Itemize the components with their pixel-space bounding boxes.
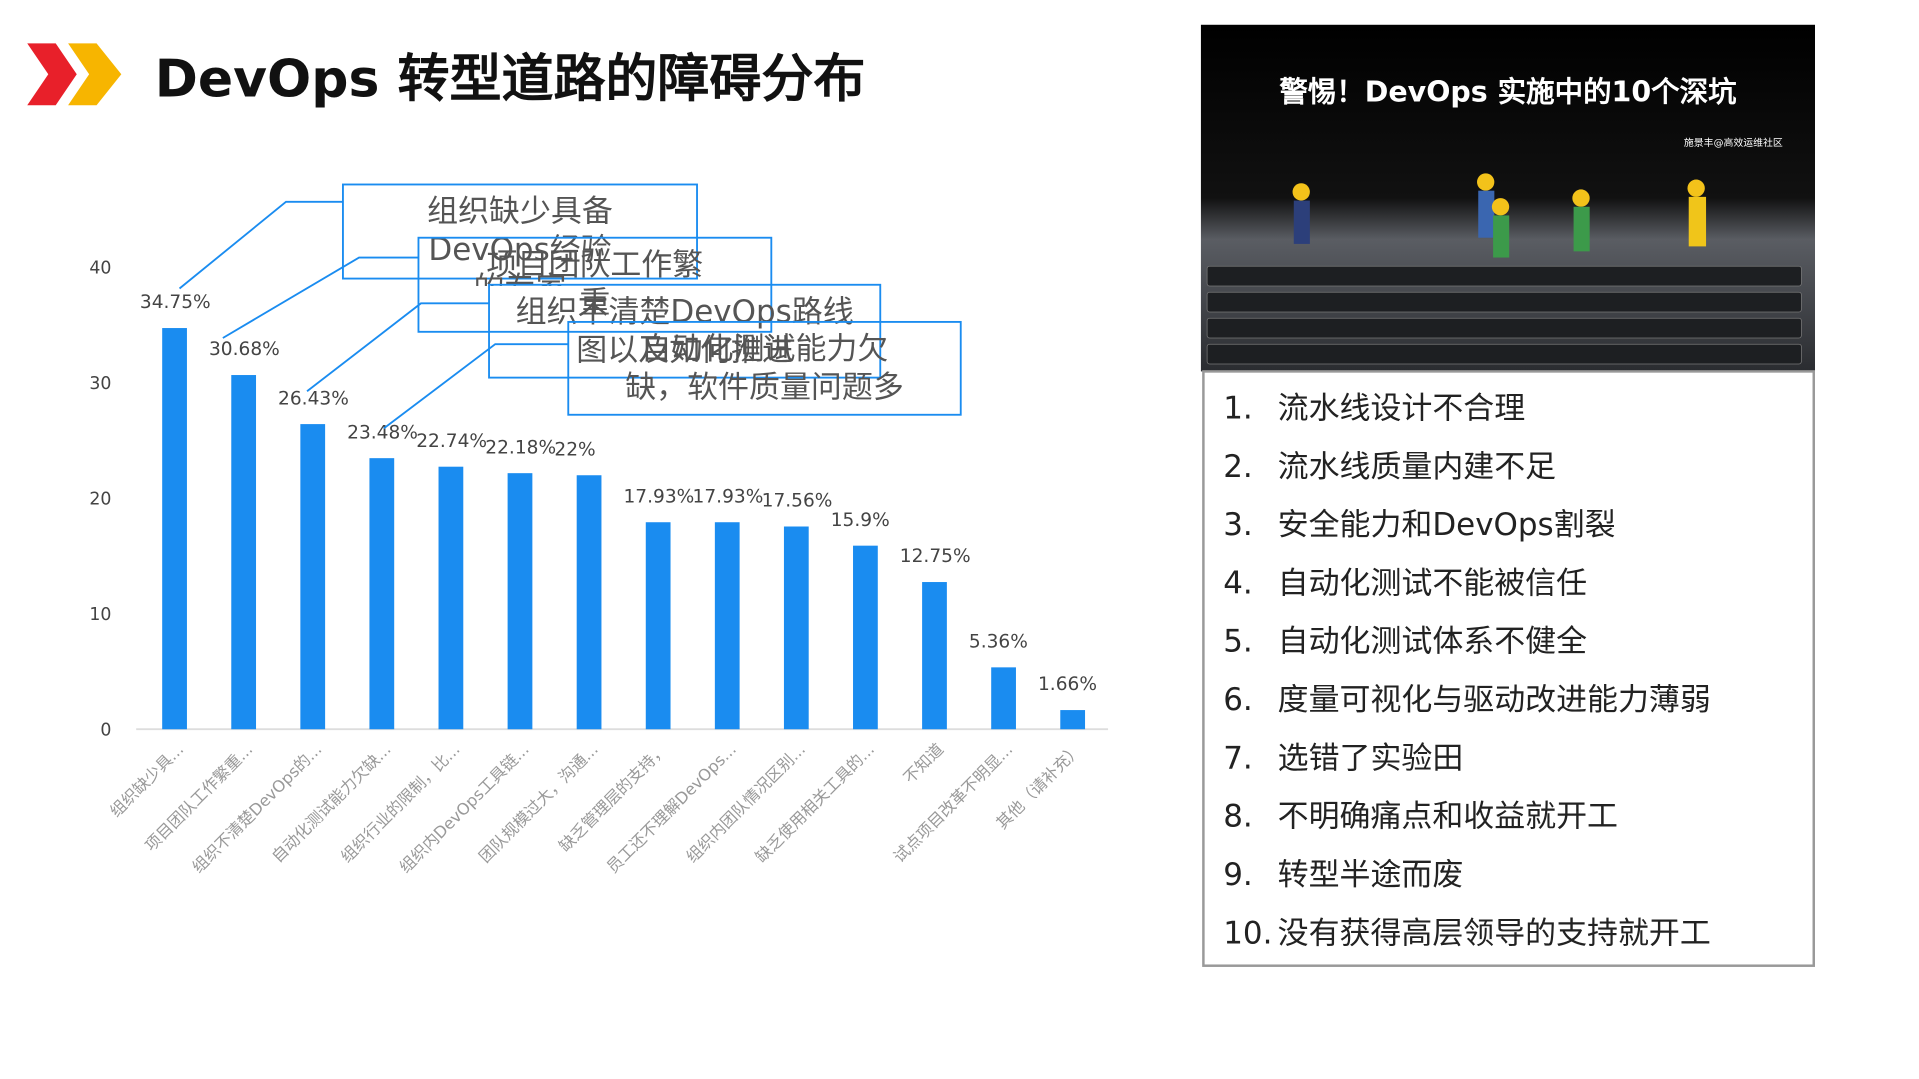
value-label: 22% <box>554 439 595 460</box>
list-number: 2. <box>1223 449 1253 485</box>
value-label: 5.36% <box>969 632 1028 653</box>
callout: 项目团队工作繁重 <box>486 246 704 321</box>
value-label: 34.75% <box>140 292 211 313</box>
list-text: 自动化测试体系不健全 <box>1278 624 1587 660</box>
list-text: 不明确痛点和收益就开工 <box>1278 799 1618 835</box>
value-label: 26.43% <box>278 388 349 409</box>
list-text: 转型半途而废 <box>1278 857 1464 893</box>
x-tick-label: 组织行业的限制，比... <box>337 740 464 867</box>
value-label: 17.93% <box>623 486 694 507</box>
bar <box>991 667 1016 730</box>
callout-line <box>178 200 343 290</box>
list-number: 7. <box>1223 740 1253 776</box>
value-label: 17.93% <box>693 486 764 507</box>
y-tick-label: 10 <box>89 605 111 625</box>
list-number: 6. <box>1223 682 1253 718</box>
list-number: 8. <box>1223 799 1253 835</box>
list-text: 度量可视化与驱动改进能力薄弱 <box>1278 682 1711 718</box>
list-number: 4. <box>1223 565 1253 601</box>
bar <box>922 582 947 730</box>
callout: 组织不清楚DevOps路线图以及如何推进 <box>515 293 854 368</box>
logo-chevron-red <box>27 43 77 106</box>
bar <box>231 375 257 730</box>
y-tick-label: 0 <box>100 720 111 740</box>
bar <box>162 328 187 730</box>
list-text: 自动化测试不能被信任 <box>1278 565 1587 601</box>
bar <box>853 545 878 730</box>
callout-box <box>567 320 962 416</box>
callout-text: 组织不清楚DevOps路线图以及如何推进 <box>515 293 854 368</box>
callout-text: 自动化测试能力欠缺，软件质量问题多 <box>625 330 904 405</box>
callout: 自动化测试能力欠缺，软件质量问题多 <box>625 330 904 405</box>
callout-box <box>342 183 698 280</box>
list-text: 安全能力和DevOps割裂 <box>1278 507 1616 543</box>
bar <box>1060 710 1086 730</box>
x-tick-label: 不知道 <box>900 740 948 788</box>
value-label: 22.74% <box>416 431 487 452</box>
x-tick-label: 组织内DevOps工具链... <box>396 740 533 877</box>
y-tick-label: 20 <box>89 490 111 510</box>
list-text: 流水线设计不合理 <box>1278 390 1526 426</box>
value-label: 15.9% <box>831 510 890 531</box>
value-label: 30.68% <box>209 339 280 360</box>
bar <box>300 424 326 730</box>
bar <box>438 466 464 730</box>
list-number: 5. <box>1223 624 1253 660</box>
y-tick-label: 30 <box>89 374 111 394</box>
list-number: 9. <box>1223 857 1253 893</box>
figures <box>1292 173 1707 258</box>
list-number: 10. <box>1223 915 1272 951</box>
x-tick-label: 组织内团队情况区别... <box>682 740 809 867</box>
value-label: 12.75% <box>900 546 971 567</box>
logo-chevron-yellow <box>68 43 122 106</box>
x-tick-label: 自动化测试能力欠缺... <box>268 740 395 867</box>
list-text: 选错了实验田 <box>1278 740 1464 776</box>
slide-title: DevOps 转型道路的障碍分布 <box>155 50 866 110</box>
value-label: 23.48% <box>347 422 418 443</box>
y-tick-label: 40 <box>89 259 111 279</box>
x-tick-label: 团队规模过大，沟通... <box>475 740 602 867</box>
value-label: 22.18% <box>485 437 556 458</box>
bar <box>369 458 395 730</box>
x-tick-label: 试点项目改革不明显... <box>890 740 1017 867</box>
value-label: 17.56% <box>762 491 833 512</box>
list-text: 流水线质量内建不足 <box>1278 449 1556 485</box>
callout-line <box>222 256 419 339</box>
bar <box>507 473 533 730</box>
x-tick-label: 员工还不理解DevOps... <box>603 740 740 877</box>
callout-box <box>488 283 882 379</box>
list-number: 1. <box>1223 390 1253 426</box>
list-panel <box>1202 370 1816 967</box>
callout-line <box>306 302 490 392</box>
callout-line <box>383 343 569 430</box>
image-credit: 施景丰@高效运维社区 <box>1684 136 1783 149</box>
bar <box>714 522 740 730</box>
bar <box>645 522 671 730</box>
image-title: 警惕！DevOps 实施中的10个深坑 <box>1279 76 1736 109</box>
x-tick-label: 组织不清楚DevOps的... <box>188 740 325 877</box>
value-label: 1.66% <box>1038 674 1097 695</box>
list-text: 没有获得高层领导的支持就开工 <box>1278 915 1711 951</box>
x-tick-label: 缺乏使用相关工具的... <box>752 740 879 867</box>
bar <box>783 526 809 730</box>
callout-text: 项目团队工作繁重 <box>486 246 704 321</box>
bar <box>576 475 602 730</box>
list-number: 3. <box>1223 507 1253 543</box>
keyboard <box>1206 265 1802 365</box>
